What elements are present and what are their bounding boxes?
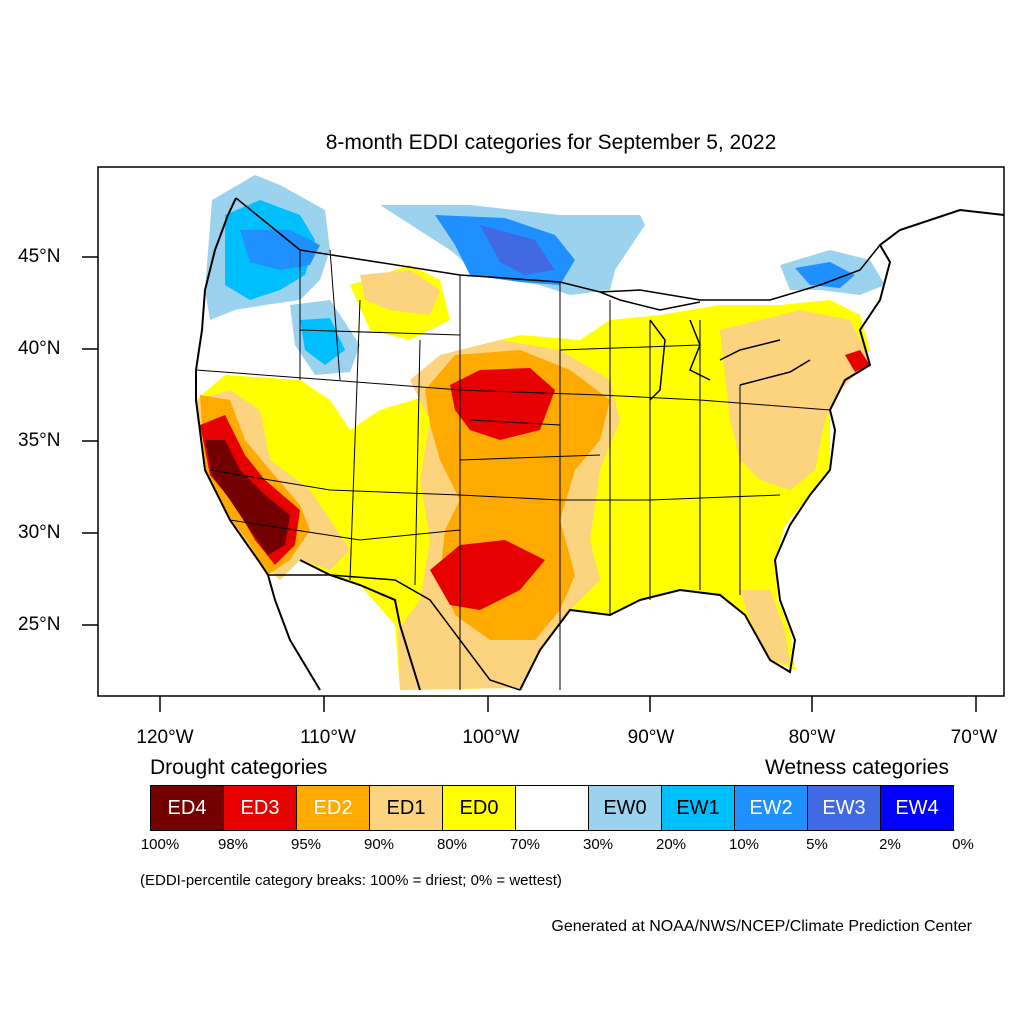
lon-label-120w: 120°W [136, 727, 194, 748]
legend-percent-label: 90% [363, 836, 395, 853]
lon-label-70w: 70°W [950, 727, 998, 748]
legend-box-ed2: ED2 [296, 785, 370, 831]
legend-percent-label: 100% [140, 836, 180, 853]
legend-box-ew0: EW0 [588, 785, 662, 831]
ed1-area-montana [360, 270, 440, 315]
wet-area-maine-core [795, 262, 855, 288]
wet-area-idaho-core [300, 318, 345, 365]
legend-box-ed0: ED0 [442, 785, 516, 831]
legend-percent-label: 0% [952, 836, 974, 853]
legend-box-ew2: EW2 [734, 785, 808, 831]
legend-box-normal [515, 785, 589, 831]
drought-areas [196, 265, 870, 690]
legend-percent-label: 2% [879, 836, 901, 853]
legend-percent-label: 10% [728, 836, 760, 853]
legend-box-ew4: EW4 [880, 785, 954, 831]
us-coastline [195, 197, 1004, 691]
ed3-area-northeast [845, 350, 870, 372]
lon-label-110w: 110°W [300, 727, 356, 748]
legend-box-ew1: EW1 [661, 785, 735, 831]
legend-percent-label: 95% [290, 836, 322, 853]
legend-percent-label: 20% [655, 836, 687, 853]
map-frame [97, 166, 1005, 697]
legend-percent-label: 98% [217, 836, 249, 853]
credit-line: Generated at NOAA/NWS/NCEP/Climate Predi… [551, 918, 972, 935]
legend-percent-label: 30% [582, 836, 614, 853]
legend-box-ew3: EW3 [807, 785, 881, 831]
legend-percent-label: 70% [509, 836, 541, 853]
state-lines [195, 249, 831, 690]
lat-label-40n: 40°N [18, 338, 61, 359]
lat-label-45n: 45°N [18, 246, 61, 267]
legend-percent-label: 5% [806, 836, 828, 853]
lat-label-25n: 25°N [18, 614, 61, 635]
great-lakes [599, 291, 811, 401]
ed1-area-florida [740, 590, 790, 665]
lon-label-80w: 80°W [788, 727, 836, 748]
lon-label-90w: 90°W [627, 727, 675, 748]
axis-ticks [82, 256, 977, 712]
mexico-border [268, 574, 521, 691]
legend-drought-heading: Drought categories [150, 756, 328, 779]
legend-percent-label: 80% [436, 836, 468, 853]
legend-box-ed1: ED1 [369, 785, 443, 831]
legend-box-ed4: ED4 [150, 785, 224, 831]
lon-label-100w: 100°W [462, 727, 520, 748]
ed1-area-east [720, 310, 870, 490]
ed3-area-texas [430, 540, 545, 610]
lat-label-30n: 30°N [18, 522, 61, 543]
legend-note: (EDDI-percentile category breaks: 100% =… [140, 872, 562, 889]
legend-box-ed3: ED3 [223, 785, 297, 831]
wetness-areas [205, 175, 885, 375]
legend-wetness-heading: Wetness categories [764, 756, 949, 779]
us-canada-border [235, 197, 881, 301]
ed3-area-plains-north [450, 368, 555, 440]
wet-area-north-deep [480, 225, 555, 275]
boundaries [195, 197, 1004, 691]
map-title: 8-month EDDI categories for September 5,… [325, 131, 777, 154]
lat-label-35n: 35°N [18, 430, 61, 451]
